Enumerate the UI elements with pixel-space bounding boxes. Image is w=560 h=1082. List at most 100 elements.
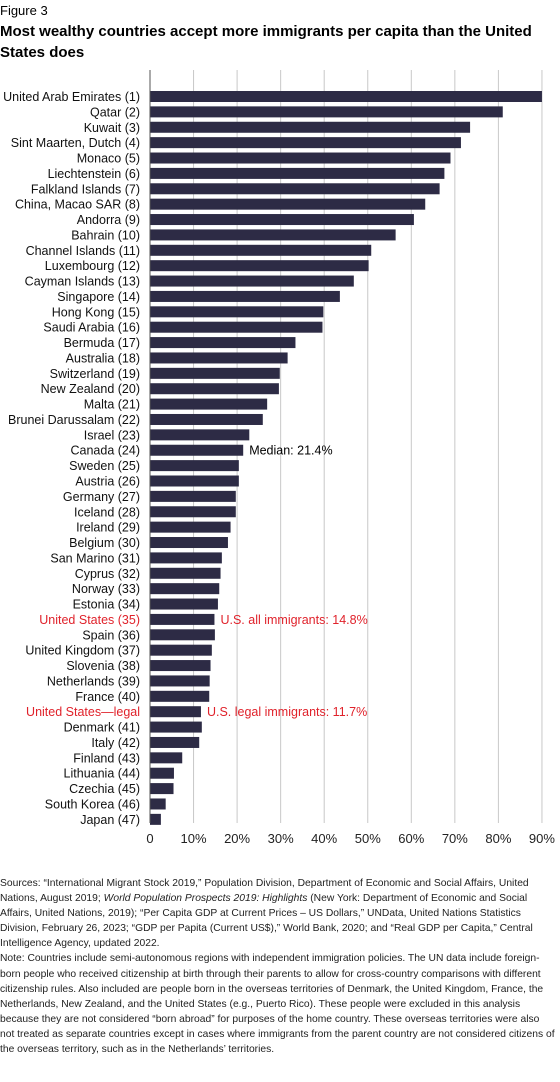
- category-label: France (40): [75, 690, 140, 704]
- bar: [150, 598, 218, 610]
- bar: [150, 275, 354, 287]
- bar: [150, 352, 288, 364]
- category-label: Netherlands (39): [47, 674, 140, 688]
- bar: [150, 152, 451, 164]
- category-label: Norway (33): [72, 582, 140, 596]
- sources-text: Sources: “International Migrant Stock 20…: [0, 876, 556, 951]
- bar: [150, 567, 221, 579]
- bar: [150, 214, 414, 226]
- bar: [150, 137, 461, 149]
- x-tick-label: 0: [146, 831, 153, 846]
- bar: [150, 306, 324, 318]
- annotation-label: U.S. legal immigrants: 11.7%: [207, 705, 367, 719]
- annotation-label: Median: 21.4%: [249, 444, 332, 458]
- bar: [150, 644, 212, 656]
- bar: [150, 767, 174, 779]
- bar: [150, 321, 323, 333]
- category-label: United States—legal: [26, 705, 140, 719]
- category-label: Austria (26): [75, 475, 140, 489]
- chart-notes: Sources: “International Migrant Stock 20…: [0, 876, 556, 1057]
- bar: [150, 660, 211, 672]
- bar: [150, 337, 296, 349]
- bar: [150, 260, 369, 272]
- bar: [150, 413, 263, 425]
- category-label: United Arab Emirates (1): [3, 90, 140, 104]
- category-label: Australia (18): [66, 351, 140, 365]
- annotation-label: U.S. all immigrants: 14.8%: [220, 613, 367, 627]
- bar: [150, 629, 215, 641]
- x-tick-label: 80%: [485, 831, 511, 846]
- category-label: Monaco (5): [77, 152, 140, 166]
- category-label: Cyprus (32): [75, 567, 140, 581]
- bar: [150, 444, 244, 456]
- category-label: Saudi Arabia (16): [43, 321, 140, 335]
- category-label: Kuwait (3): [84, 121, 140, 135]
- category-label: Cayman Islands (13): [25, 275, 140, 289]
- category-label: Germany (27): [63, 490, 140, 504]
- bar: [150, 429, 250, 441]
- category-label: United Kingdom (37): [25, 644, 140, 658]
- category-label: Sint Maarten, Dutch (4): [11, 136, 140, 150]
- category-label: Singapore (14): [57, 290, 140, 304]
- x-tick-label: 70%: [442, 831, 468, 846]
- category-label: Israel (23): [84, 428, 140, 442]
- category-label: Japan (47): [80, 813, 140, 827]
- x-tick-label: 20%: [224, 831, 250, 846]
- bar: [150, 398, 268, 410]
- bar: [150, 613, 215, 625]
- category-label: Switzerland (19): [50, 367, 140, 381]
- category-label: Canada (24): [71, 444, 141, 458]
- bar: [150, 752, 183, 764]
- category-label: Estonia (34): [73, 598, 140, 612]
- chart-title: Most wealthy countries accept more immig…: [0, 23, 532, 61]
- bar: [150, 675, 210, 687]
- bar: [150, 167, 445, 179]
- sources-italic-title: World Population Prospects 2019: Highlig…: [103, 893, 308, 905]
- bar: [150, 706, 201, 718]
- bar: [150, 91, 542, 102]
- category-label: Czechia (45): [69, 782, 140, 796]
- x-tick-label: 30%: [268, 831, 294, 846]
- bar: [150, 783, 174, 795]
- category-label: Qatar (2): [90, 105, 140, 119]
- category-label: Brunei Darussalam (22): [8, 413, 140, 427]
- bar: [150, 506, 236, 518]
- category-label: Sweden (25): [69, 459, 140, 473]
- bar: [150, 537, 228, 549]
- bar: [150, 198, 426, 210]
- x-tick-label: 10%: [181, 831, 207, 846]
- category-label: Ireland (29): [76, 521, 140, 535]
- category-label: Spain (36): [82, 628, 140, 642]
- bar: [150, 367, 280, 379]
- bar: [150, 244, 372, 256]
- bar: [150, 490, 236, 502]
- sources-text-part2: (New York: Department of Economic and So…: [0, 893, 533, 950]
- category-label: Falkland Islands (7): [31, 182, 140, 196]
- category-label: Hong Kong (15): [52, 305, 140, 319]
- bar: [150, 121, 471, 133]
- category-label: South Korea (46): [45, 797, 140, 811]
- category-label: New Zealand (20): [41, 382, 140, 396]
- category-label: San Marino (31): [50, 551, 140, 565]
- bar: [150, 521, 231, 533]
- bar: [150, 475, 239, 487]
- bar: [150, 106, 503, 118]
- category-label: Bermuda (17): [64, 336, 140, 350]
- bar-chart: 0 10% 20% 30% 40% 50% 60% 70% 80% 90% United Arab …: [3, 70, 555, 846]
- category-label: Belgium (30): [69, 536, 140, 550]
- category-label: Bahrain (10): [71, 228, 140, 242]
- category-label: Italy (42): [91, 736, 140, 750]
- category-label: Iceland (28): [74, 505, 140, 519]
- bar: [150, 229, 396, 241]
- bar: [150, 798, 166, 810]
- bar: [150, 736, 200, 748]
- note-text: Note: Countries include semi-autonomous …: [0, 953, 555, 1056]
- bar: [150, 813, 161, 825]
- category-label: Liechtenstein (6): [48, 167, 140, 181]
- x-tick-label: 90%: [529, 831, 555, 846]
- bar: [150, 721, 202, 733]
- bar: [150, 583, 220, 595]
- x-tick-label: 40%: [311, 831, 337, 846]
- sources-text-part1: Sources: “International Migrant Stock 20…: [0, 878, 529, 905]
- figure-label: Figure 3: [0, 3, 48, 18]
